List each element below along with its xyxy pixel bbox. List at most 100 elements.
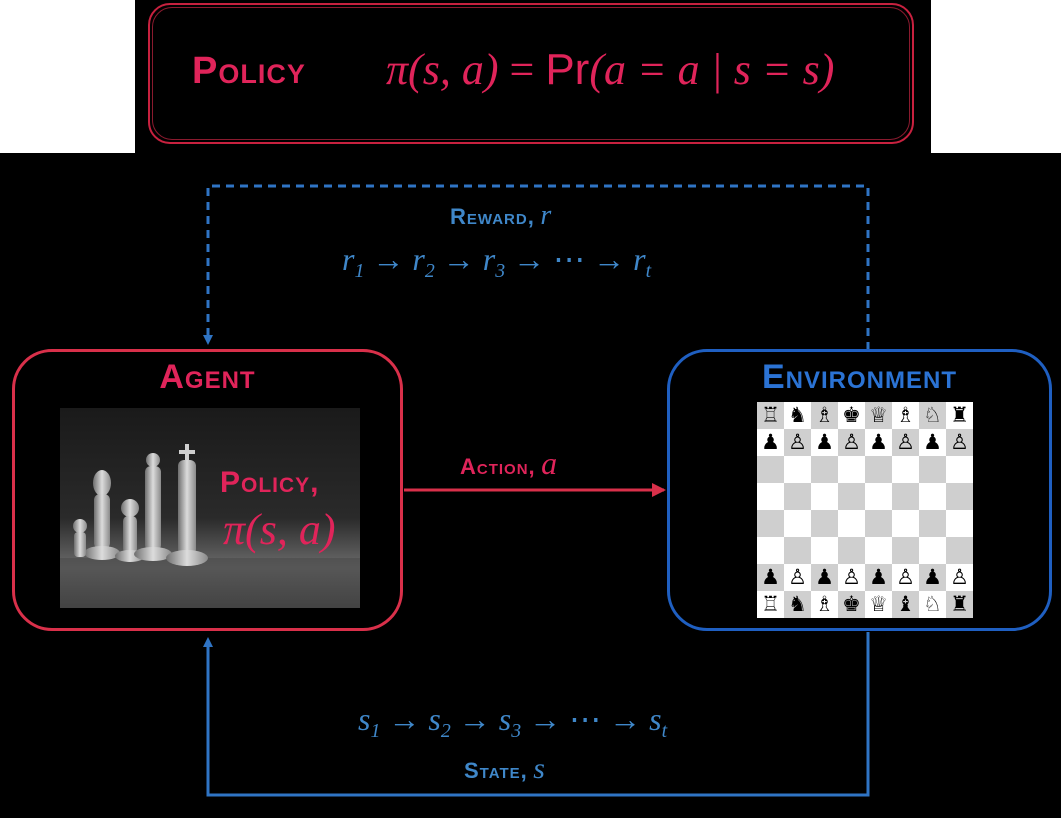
- chess-square: [838, 510, 865, 537]
- reward-seq-term: rt: [633, 241, 652, 282]
- chess-square: ♟: [865, 429, 892, 456]
- chess-square: ♗: [811, 402, 838, 429]
- chess-square: [892, 510, 919, 537]
- policy-formula-eq: =: [509, 45, 535, 94]
- policy-formula-pr: Pr: [545, 45, 590, 94]
- chess-square: ♟: [811, 429, 838, 456]
- chess-square: ♕: [865, 402, 892, 429]
- chess-square: [919, 456, 946, 483]
- chess-square: [757, 456, 784, 483]
- policy-banner-inner-border: [152, 7, 910, 140]
- chess-square: ♚: [838, 402, 865, 429]
- state-seq-term: s1: [358, 701, 381, 742]
- chess-square: [865, 537, 892, 564]
- chess-square: [892, 456, 919, 483]
- chess-square: ♞: [784, 591, 811, 618]
- chess-square: [757, 483, 784, 510]
- chess-square: [811, 510, 838, 537]
- reward-seq-term: r2: [412, 241, 435, 282]
- chess-square: ♘: [919, 402, 946, 429]
- chess-pieces-illustration: [60, 444, 360, 608]
- chess-square: ♙: [784, 564, 811, 591]
- chess-square: [865, 456, 892, 483]
- state-seq-term: s2: [428, 701, 451, 742]
- state-arrow: [203, 632, 870, 797]
- chess-square: [757, 537, 784, 564]
- chess-square: ♟: [865, 564, 892, 591]
- chess-square: ♖: [757, 402, 784, 429]
- policy-formula-rhs: (a = a | s = s): [589, 45, 835, 94]
- chess-square: [892, 537, 919, 564]
- chess-square: ♙: [892, 429, 919, 456]
- state-sequence: s1 → s2 → s3 → ⋯ → st: [358, 701, 668, 742]
- chess-square: ♙: [784, 429, 811, 456]
- reward-sequence: r1 → r2 → r3 → ⋯ → rt: [342, 241, 652, 282]
- policy-formula-lhs: π(s, a): [386, 45, 499, 94]
- chess-square: [784, 456, 811, 483]
- policy-banner-title: Policy: [192, 50, 306, 92]
- chess-square: ♙: [946, 429, 973, 456]
- chess-square: ♞: [784, 402, 811, 429]
- chess-square: [919, 483, 946, 510]
- chess-square: [946, 537, 973, 564]
- chess-square: ♟: [757, 564, 784, 591]
- reward-label: Reward, r: [450, 200, 551, 232]
- chess-square: ♟: [919, 429, 946, 456]
- action-label: Action, a: [460, 445, 557, 482]
- agent-policy-label: Policy,: [220, 466, 320, 499]
- chess-square: ♕: [865, 591, 892, 618]
- chess-square: ♙: [838, 564, 865, 591]
- agent-box: [12, 349, 403, 631]
- chess-square: [838, 537, 865, 564]
- policy-banner: [148, 3, 914, 144]
- chess-square: ♙: [892, 564, 919, 591]
- agent-policy-formula: π(s, a): [223, 505, 336, 554]
- state-symbol: s: [533, 752, 545, 785]
- chess-square: [865, 483, 892, 510]
- chess-square: ♟: [757, 429, 784, 456]
- chess-square: [757, 510, 784, 537]
- chess-square: [892, 483, 919, 510]
- chess-square: [946, 483, 973, 510]
- action-symbol: a: [541, 445, 558, 481]
- chess-square: ♙: [946, 564, 973, 591]
- chess-pieces-photo: [60, 408, 360, 608]
- chess-square: [784, 510, 811, 537]
- chess-square: [811, 537, 838, 564]
- chess-square: ♖: [757, 591, 784, 618]
- agent-title: Agent: [159, 358, 256, 396]
- reward-seq-term: r3: [482, 241, 506, 282]
- chess-square: [946, 456, 973, 483]
- chess-square: [919, 510, 946, 537]
- state-seq-term: st: [649, 701, 668, 742]
- state-seq-ellipsis: ⋯: [569, 701, 602, 737]
- reward-seq-ellipsis: ⋯: [553, 241, 586, 277]
- reward-label-text: Reward,: [450, 204, 535, 229]
- reward-symbol: r: [540, 200, 552, 231]
- reward-arrow: [203, 184, 870, 350]
- chess-square: [838, 456, 865, 483]
- chess-square: [865, 510, 892, 537]
- chess-square: ♝: [892, 591, 919, 618]
- policy-banner-formula: π(s, a) = Pr(a = a | s = s): [386, 44, 834, 95]
- chessboard: ♖ ♞ ♗ ♚ ♕ ♗ ♘ ♜ ♟ ♙ ♟ ♙ ♟ ♙ ♟ ♙ ♟ ♙ ♟ ♙ ♟ ♙ ♟ ♙ ♖ ♞ ♗ ♚ ♕ ♝ ♘ ♜: [757, 402, 973, 618]
- chess-square: [811, 483, 838, 510]
- chess-square: ♗: [892, 402, 919, 429]
- reward-seq-term: r1: [342, 241, 365, 282]
- chess-square: ♟: [811, 564, 838, 591]
- chess-square: [784, 483, 811, 510]
- chess-square: [919, 537, 946, 564]
- chess-square: ♚: [838, 591, 865, 618]
- chess-square: ♜: [946, 591, 973, 618]
- action-label-text: Action,: [460, 454, 536, 479]
- environment-title: Environment: [761, 358, 957, 396]
- chess-square: ♗: [811, 591, 838, 618]
- chess-square: ♟: [919, 564, 946, 591]
- chess-square: [811, 456, 838, 483]
- state-label: State, s: [464, 752, 545, 786]
- chess-square: [838, 483, 865, 510]
- environment-box: [667, 349, 1052, 631]
- chess-square: [784, 537, 811, 564]
- chess-square: [946, 510, 973, 537]
